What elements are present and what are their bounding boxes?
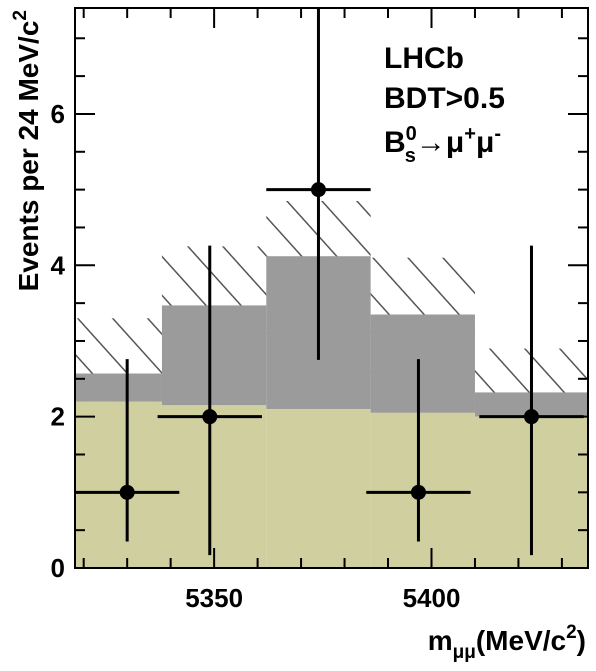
- decay-product-2: μ: [476, 126, 494, 159]
- data-marker-0: [119, 484, 135, 500]
- x-axis-title: mμμ(MeV/c2): [428, 622, 586, 663]
- y-tick-label: 4: [51, 250, 66, 280]
- y-tick-label: 0: [51, 553, 65, 583]
- legend: LHCb BDT>0.5 B0 s→μ+μ-: [384, 42, 505, 167]
- x-axis-unit-close: ): [577, 625, 586, 656]
- y-axis-title: Events per 24 MeV/c2: [10, 10, 44, 291]
- background-bar-1: [161, 405, 267, 568]
- axes: 0 2 4 6 5350 5400: [51, 7, 589, 613]
- background-bar-2: [266, 409, 371, 568]
- signal-bar-1: [161, 305, 267, 406]
- x-tick-label: 5350: [185, 583, 243, 613]
- data-marker-2: [310, 182, 326, 198]
- decay-product-1: μ: [446, 126, 464, 159]
- x-axis-variable: m: [428, 625, 453, 656]
- x-axis-unit: (MeV/c: [476, 625, 566, 656]
- decay-product-1-charge: +: [464, 123, 476, 145]
- selection-label: BDT>0.5: [384, 82, 505, 115]
- data-point-1: [157, 245, 262, 556]
- experiment-label: LHCb: [384, 42, 464, 75]
- x-axis-unit-power: 2: [566, 622, 577, 643]
- plot-frame: [74, 7, 589, 569]
- data-point-4: [479, 245, 584, 556]
- y-tick-label: 6: [51, 99, 65, 129]
- data-point-0: [75, 359, 180, 542]
- data-point-3: [366, 359, 471, 542]
- signal-bar-3: [370, 314, 475, 413]
- y-axis-text: Events per 24 MeV/c: [13, 21, 44, 292]
- x-axis-subscript: μμ: [453, 642, 476, 663]
- decay-superscript: 0: [406, 123, 417, 145]
- decay-arrow: →: [416, 126, 446, 159]
- decay-product-2-charge: -: [494, 123, 501, 145]
- data-marker-4: [523, 409, 539, 425]
- decay-subscript: s: [405, 145, 416, 167]
- decay-label: B0 s→μ+μ-: [384, 123, 501, 167]
- data-point-2: [266, 8, 371, 360]
- data-marker-1: [202, 409, 218, 425]
- y-tick-label: 2: [51, 402, 65, 432]
- signal-bar-0: [75, 373, 162, 402]
- data-marker-3: [410, 484, 426, 500]
- y-axis-power: 2: [10, 10, 31, 21]
- x-tick-label: 5400: [403, 583, 461, 613]
- plot-area: [75, 8, 588, 568]
- background-bar-0: [75, 401, 162, 568]
- decay-particle: B: [384, 126, 406, 159]
